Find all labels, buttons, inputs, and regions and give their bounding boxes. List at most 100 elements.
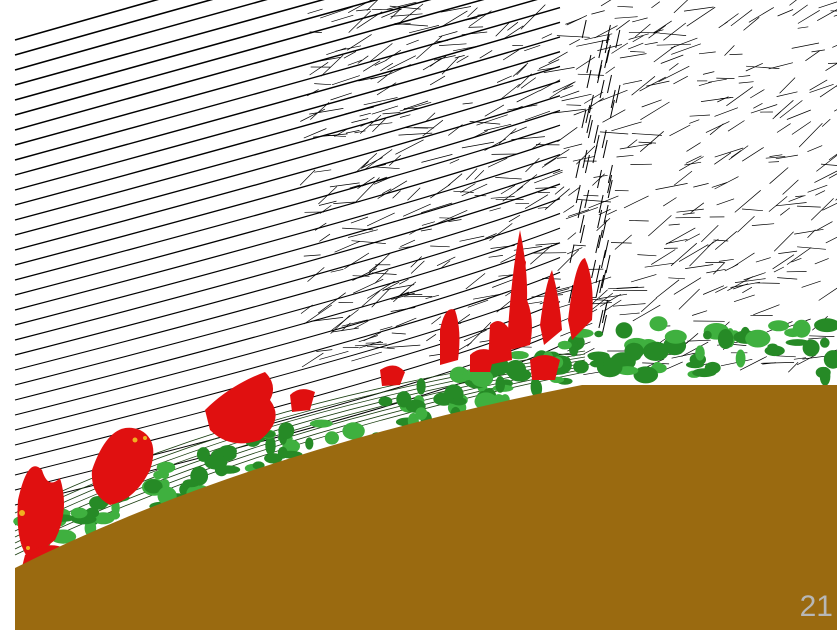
velocity-vector — [479, 50, 493, 59]
green-blob — [461, 371, 472, 381]
streamline — [14, 95, 561, 251]
velocity-vector — [453, 45, 480, 52]
streamline — [14, 6, 561, 161]
velocity-vector — [538, 59, 560, 70]
velocity-vector — [575, 184, 581, 204]
velocity-vector — [317, 292, 346, 314]
streamline — [14, 0, 432, 116]
velocity-vector — [448, 219, 462, 222]
velocity-vector — [779, 207, 791, 216]
velocity-vector — [473, 293, 503, 300]
velocity-vector — [439, 217, 458, 219]
velocity-vector — [549, 81, 575, 99]
velocity-vector — [797, 10, 820, 24]
velocity-vector — [366, 345, 395, 350]
streamlines — [14, 0, 837, 506]
green-blob — [324, 431, 339, 445]
velocity-vector — [734, 190, 761, 213]
velocity-vector — [390, 10, 400, 20]
velocity-vector — [774, 100, 794, 117]
velocity-vector — [659, 32, 687, 36]
velocity-vector — [307, 267, 325, 282]
velocity-vector — [409, 227, 421, 235]
velocity-vector — [607, 179, 613, 199]
velocity-vector — [374, 59, 387, 66]
velocity-vector — [595, 279, 601, 299]
velocity-vector — [786, 109, 811, 120]
velocity-vector — [791, 42, 820, 49]
velocity-vector — [610, 242, 632, 244]
velocity-vector — [686, 6, 716, 27]
velocity-vector — [673, 170, 693, 186]
velocity-vector — [728, 145, 749, 161]
velocity-vector — [678, 244, 709, 262]
velocity-vector — [541, 158, 557, 168]
velocity-vector — [738, 75, 751, 78]
velocity-vector — [810, 198, 834, 221]
velocity-vector — [516, 174, 538, 191]
velocity-vector — [668, 277, 686, 280]
streamline — [14, 0, 538, 146]
velocity-vector — [343, 51, 357, 59]
velocity-vector — [655, 183, 688, 190]
velocity-vector — [351, 351, 382, 362]
velocity-vector — [610, 89, 616, 109]
velocity-vector — [591, 10, 605, 15]
velocity-vector — [329, 182, 360, 188]
velocity-vector — [391, 332, 406, 335]
velocity-vector — [584, 91, 604, 104]
velocity-vector — [560, 90, 580, 99]
velocity-vector — [354, 130, 366, 134]
velocity-vector — [768, 196, 788, 212]
velocity-vector — [676, 208, 704, 213]
velocity-vector — [525, 157, 540, 173]
velocity-vector — [634, 23, 651, 38]
velocity-vector — [668, 63, 679, 71]
velocity-vector — [389, 5, 421, 10]
green-blob — [108, 511, 120, 520]
velocity-vector — [832, 349, 837, 352]
velocity-vector — [429, 57, 442, 67]
velocity-vector — [663, 22, 687, 41]
green-blob — [505, 360, 526, 379]
green-blob — [735, 349, 746, 368]
velocity-vector — [351, 240, 386, 244]
velocity-vector — [602, 314, 607, 334]
velocity-vector — [586, 114, 592, 134]
velocity-vector — [669, 124, 691, 137]
velocity-vector — [541, 33, 553, 39]
velocity-vector — [640, 297, 657, 313]
velocity-vector — [462, 102, 473, 105]
velocity-vector — [599, 79, 605, 99]
green-blob — [530, 376, 540, 397]
velocity-vector — [371, 105, 399, 115]
velocity-vector — [487, 157, 508, 168]
green-blob — [633, 366, 659, 384]
velocity-vector — [807, 229, 816, 239]
velocity-vector — [334, 128, 349, 137]
velocity-vector — [354, 320, 369, 329]
velocity-vector — [516, 90, 540, 103]
velocity-vector — [357, 55, 369, 64]
green-blob — [717, 329, 734, 349]
velocity-vector — [648, 215, 672, 237]
velocity-vector — [379, 326, 393, 331]
velocity-vector — [561, 93, 592, 102]
green-blob — [415, 407, 428, 420]
green-blob — [596, 357, 623, 378]
velocity-vector — [454, 55, 465, 59]
velocity-vector — [575, 159, 581, 179]
velocity-vector — [349, 184, 361, 189]
velocity-vector — [502, 49, 520, 61]
velocity-vector — [584, 154, 590, 174]
velocity-vector — [461, 141, 495, 149]
velocity-vector — [815, 190, 826, 196]
velocity-vector — [786, 247, 812, 265]
velocity-vector — [638, 141, 657, 144]
velocity-vector — [402, 203, 431, 217]
velocity-vector — [453, 190, 474, 193]
velocity-vector — [376, 82, 397, 96]
velocity-vector — [319, 350, 349, 360]
velocity-vector — [449, 158, 460, 164]
streamline — [14, 0, 378, 101]
